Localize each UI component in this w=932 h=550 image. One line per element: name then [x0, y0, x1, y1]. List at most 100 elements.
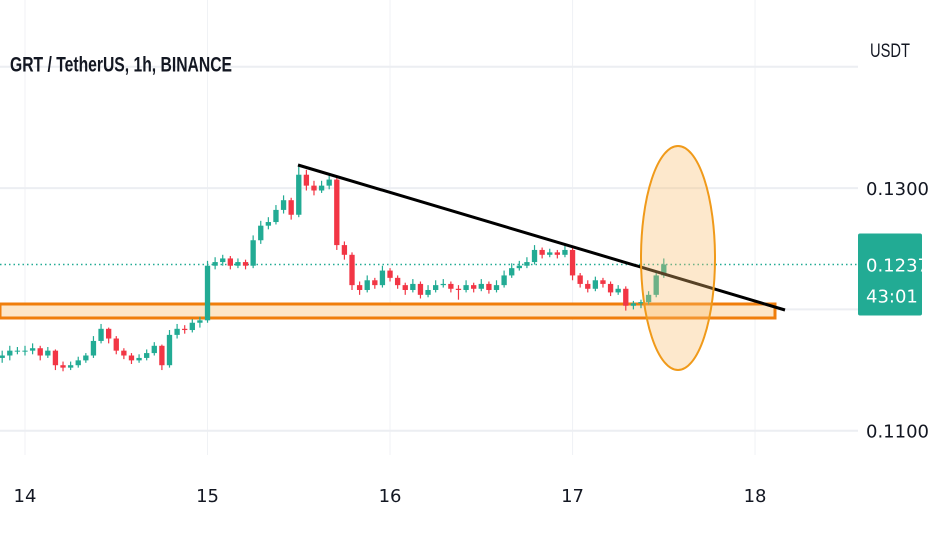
candle-body: [554, 252, 561, 255]
candle-body: [531, 249, 538, 263]
current-price-label: 0.1237: [866, 256, 929, 277]
candle-body: [471, 285, 477, 289]
candle-body: [204, 265, 211, 321]
candle-body: [121, 350, 127, 356]
candle-body: [364, 280, 370, 290]
candle-body: [29, 348, 36, 351]
candle-body: [425, 289, 431, 295]
countdown-label: 43:01: [866, 287, 918, 308]
candle-body: [356, 285, 363, 290]
y-tick-label: 0.1100: [866, 422, 929, 443]
candle-body: [569, 249, 576, 276]
support-zone: [0, 302, 777, 320]
candle-body: [448, 283, 454, 289]
candle-body: [75, 360, 81, 366]
candle-body: [547, 252, 553, 255]
candle-body: [334, 179, 340, 246]
candle-body: [623, 288, 629, 306]
candle-body: [607, 283, 614, 293]
candle-body: [661, 264, 667, 276]
candle-body: [113, 338, 119, 351]
candle-body: [630, 303, 637, 306]
candle-body: [258, 225, 264, 241]
candle-body: [265, 222, 272, 226]
x-tick-label: 16: [379, 486, 402, 507]
candle-body: [478, 283, 484, 289]
candle-body: [60, 365, 66, 368]
candle-body: [318, 185, 325, 191]
candle-body: [387, 270, 393, 278]
candle-body: [144, 353, 150, 358]
currency-label: USDT: [870, 41, 910, 62]
candle-body: [197, 320, 203, 323]
candle-body: [235, 262, 241, 266]
candle-body: [45, 350, 51, 356]
candle-body: [493, 285, 500, 290]
candle-body: [288, 200, 294, 215]
candle-body: [83, 355, 89, 361]
candle-body: [182, 328, 188, 331]
candle-body: [402, 285, 408, 290]
candle-body: [341, 245, 348, 255]
price-badge: [858, 233, 922, 316]
candle-body: [524, 262, 530, 266]
candle-body: [273, 209, 279, 223]
candle-body: [227, 258, 233, 266]
candle-body: [67, 365, 74, 368]
candle-body: [440, 283, 446, 286]
x-tick-label: 17: [561, 486, 584, 507]
candle-body: [433, 285, 439, 290]
candle-body: [455, 288, 462, 290]
x-tick-label: 14: [14, 486, 37, 507]
candle-body: [653, 275, 659, 295]
candle-body: [159, 345, 165, 366]
candle-body: [22, 350, 28, 352]
candle-body: [242, 262, 249, 266]
candle-body: [516, 265, 522, 269]
candle-body: [311, 185, 317, 191]
candle-body: [645, 294, 652, 303]
candle-body: [220, 258, 226, 263]
candle-body: [509, 268, 515, 276]
candle-body: [417, 283, 424, 295]
candle-body: [577, 275, 583, 284]
candle-body: [166, 334, 173, 366]
highlight-ellipse: [640, 145, 716, 371]
candle-body: [372, 280, 378, 286]
candle-body: [98, 328, 104, 341]
candle-body: [349, 254, 355, 286]
candle-body: [151, 345, 157, 354]
candle-body: [539, 249, 545, 255]
candle-body: [585, 283, 591, 289]
candles: [0, 166, 667, 372]
candle-body: [463, 285, 469, 290]
candle-body: [615, 288, 621, 293]
candle-body: [212, 262, 218, 266]
candle-body: [600, 280, 606, 284]
candle-body: [562, 249, 568, 255]
candle-body: [90, 340, 97, 356]
trend-line: [297, 163, 786, 312]
candle-body: [105, 328, 112, 339]
candle-body: [280, 200, 287, 210]
chart-title: GRT / TetherUS, 1h, BINANCE: [10, 54, 232, 77]
candle-body: [501, 275, 507, 286]
candle-body: [296, 174, 302, 215]
candle-body: [136, 357, 142, 361]
candle-body: [394, 277, 401, 286]
axes: 14 15 16 17 18 0.1300 0.1100 0.1237 43:01: [14, 179, 929, 507]
candle-body: [174, 328, 180, 335]
candle-body: [37, 348, 43, 356]
x-tick-label: 15: [196, 486, 219, 507]
candle-body: [486, 283, 492, 290]
candle-body: [7, 350, 13, 356]
candle-body: [250, 240, 256, 266]
candle-body: [14, 350, 21, 352]
candle-body: [638, 302, 644, 304]
candle-body: [326, 179, 332, 186]
x-tick-label: 18: [744, 486, 767, 507]
candle-body: [592, 280, 599, 289]
candle-body: [52, 350, 59, 366]
